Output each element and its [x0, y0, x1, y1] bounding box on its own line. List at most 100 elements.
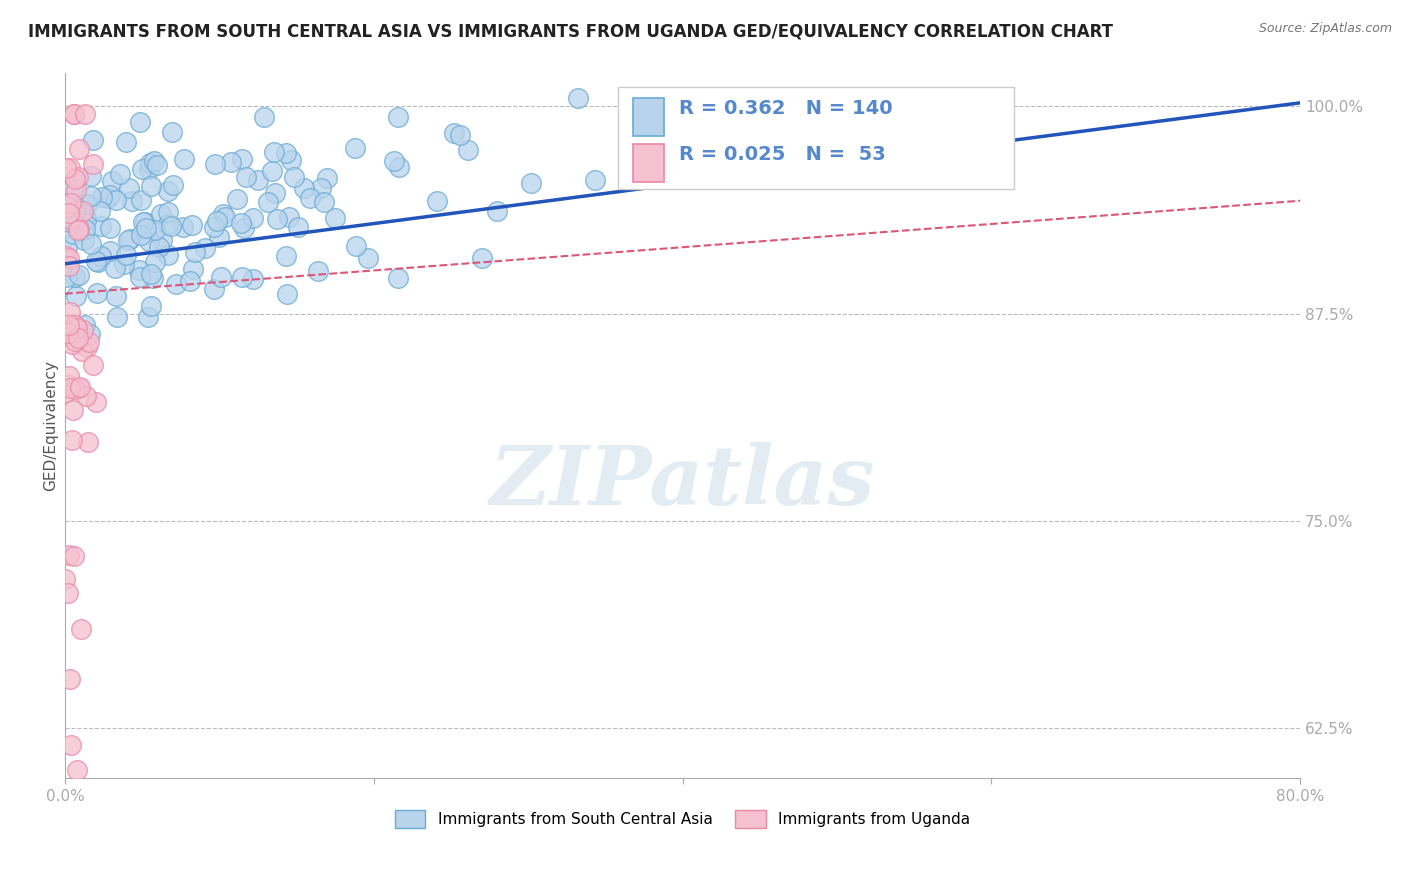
Point: [75, 389, 97, 403]
Point: [138, 234, 160, 248]
Point: [60, 434, 83, 448]
Point: [323, 211, 346, 225]
Point: [67, 142, 90, 156]
Point: [225, 192, 247, 206]
Point: [307, 263, 329, 277]
Point: [62, 403, 84, 417]
Point: [62, 227, 84, 242]
Point: [142, 154, 165, 169]
Point: [76, 340, 98, 354]
Point: [65, 269, 87, 284]
Point: [162, 178, 184, 192]
Point: [73, 233, 96, 247]
Point: [63, 334, 86, 349]
Point: [131, 215, 153, 229]
Point: [59, 215, 82, 229]
Point: [62, 181, 84, 195]
Point: [105, 194, 128, 208]
Point: [181, 261, 204, 276]
Point: [205, 213, 228, 227]
Text: IMMIGRANTS FROM SOUTH CENTRAL ASIA VS IMMIGRANTS FROM UGANDA GED/EQUIVALENCY COR: IMMIGRANTS FROM SOUTH CENTRAL ASIA VS IM…: [28, 22, 1114, 40]
Point: [231, 152, 253, 166]
Point: [56, 326, 79, 340]
Point: [388, 160, 411, 174]
Point: [84, 395, 107, 409]
Point: [292, 181, 315, 195]
Point: [357, 251, 380, 265]
Point: [232, 221, 254, 235]
Point: [208, 230, 231, 244]
Point: [316, 171, 339, 186]
Point: [583, 173, 606, 187]
Point: [70, 622, 93, 636]
Point: [141, 179, 163, 194]
Point: [58, 251, 80, 265]
Point: [118, 181, 141, 195]
Point: [90, 249, 112, 263]
Point: [56, 200, 79, 214]
Point: [87, 254, 110, 268]
Point: [58, 219, 80, 233]
Point: [72, 323, 94, 337]
Point: [486, 204, 509, 219]
Point: [112, 257, 135, 271]
Point: [82, 358, 104, 372]
Point: [58, 206, 80, 220]
Point: [204, 219, 226, 234]
Point: [63, 382, 86, 396]
Point: [172, 219, 194, 234]
Point: [77, 435, 100, 450]
Point: [387, 270, 409, 285]
Point: [55, 240, 77, 254]
Point: [159, 219, 181, 233]
Point: [343, 141, 366, 155]
Point: [276, 146, 298, 161]
Point: [179, 274, 201, 288]
Point: [76, 196, 98, 211]
Point: [278, 211, 301, 225]
Point: [80, 169, 103, 183]
Point: [246, 173, 269, 187]
Point: [59, 672, 82, 686]
Point: [156, 205, 179, 219]
Point: [194, 241, 217, 255]
Point: [58, 548, 80, 562]
Point: [157, 217, 180, 231]
Point: [138, 161, 160, 176]
Point: [90, 219, 112, 234]
Point: [60, 738, 83, 752]
Bar: [633, 97, 664, 136]
Point: [426, 194, 449, 208]
Point: [264, 186, 287, 200]
Point: [212, 207, 235, 221]
FancyBboxPatch shape: [619, 87, 1014, 189]
Point: [67, 221, 90, 235]
Point: [382, 154, 405, 169]
Point: [263, 145, 285, 159]
Point: [266, 211, 288, 226]
Point: [65, 318, 87, 332]
Point: [136, 310, 159, 325]
Point: [165, 277, 187, 292]
Point: [101, 174, 124, 188]
Point: [82, 133, 104, 147]
Point: [229, 216, 252, 230]
Point: [79, 236, 101, 251]
Point: [131, 194, 153, 208]
Point: [104, 261, 127, 276]
Point: [59, 305, 82, 319]
Point: [141, 267, 163, 281]
Point: [519, 176, 541, 190]
Point: [287, 220, 309, 235]
Point: [73, 221, 96, 235]
Point: [58, 259, 80, 273]
Point: [276, 249, 298, 263]
Point: [148, 239, 170, 253]
Point: [314, 194, 336, 209]
Point: [69, 380, 91, 394]
Point: [204, 156, 226, 170]
Point: [139, 299, 162, 313]
Point: [257, 195, 280, 210]
Point: [219, 154, 242, 169]
Point: [283, 169, 305, 184]
